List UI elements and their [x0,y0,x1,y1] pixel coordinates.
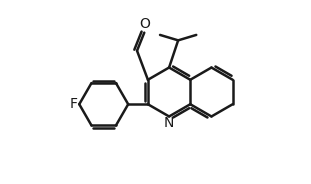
Text: N: N [164,116,174,130]
Text: F: F [70,97,78,111]
Text: O: O [140,17,151,31]
